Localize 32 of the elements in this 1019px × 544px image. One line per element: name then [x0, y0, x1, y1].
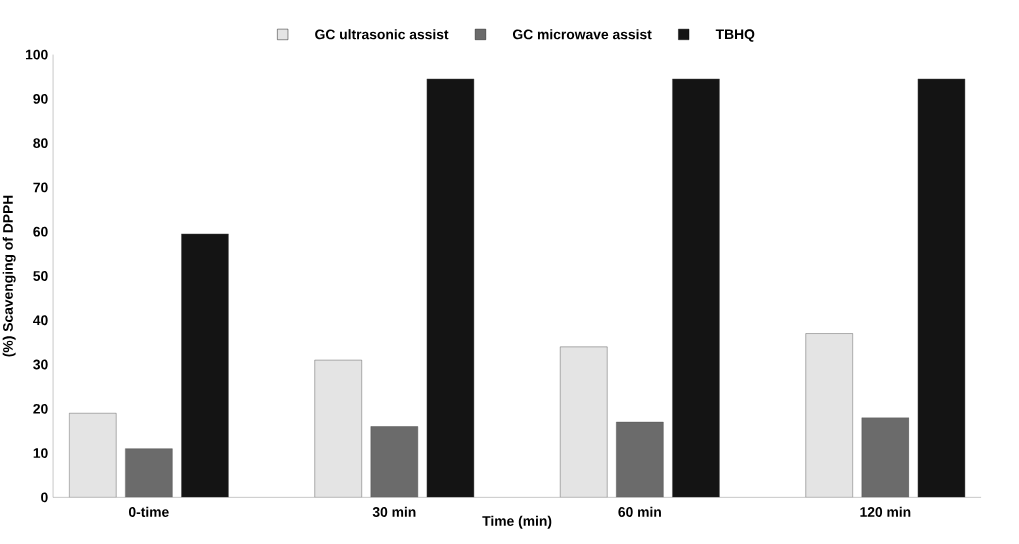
legend-label: TBHQ	[715, 29, 755, 42]
bar	[426, 78, 475, 498]
legend-label: GC ultrasonic assist	[315, 28, 449, 40]
bar	[125, 448, 173, 498]
bar	[805, 333, 853, 498]
y-tick-label: 80	[33, 138, 48, 148]
y-tick-label: 60	[33, 226, 48, 237]
x-axis-title: Time (min)	[482, 515, 552, 529]
bar	[560, 346, 608, 498]
x-tick-label: 60 min	[618, 506, 661, 517]
y-tick-label: 100	[25, 49, 48, 60]
bar	[68, 412, 117, 498]
y-tick-label: 70	[33, 182, 48, 193]
y-tick-label: 50	[33, 270, 48, 281]
x-tick-label: 30 min	[372, 506, 416, 517]
x-tick-label: 120 min	[860, 506, 911, 517]
y-tick-label: 20	[33, 403, 48, 414]
legend-label: GC microwave assist	[512, 28, 652, 40]
y-axis-title: (%) Scavenging of DPPH	[2, 195, 16, 357]
bar	[917, 78, 966, 498]
bar	[616, 421, 664, 498]
y-tick-label: 0	[41, 492, 48, 503]
bar	[314, 359, 362, 498]
bar	[181, 233, 229, 498]
bar	[672, 78, 720, 498]
y-tick-label: 90	[33, 93, 48, 104]
y-tick-label: 40	[33, 315, 48, 325]
bar	[370, 426, 419, 498]
y-tick-label: 10	[33, 447, 48, 458]
bar	[861, 417, 910, 498]
y-tick-label: 30	[33, 359, 48, 370]
x-tick-label: 0-time	[128, 506, 169, 517]
